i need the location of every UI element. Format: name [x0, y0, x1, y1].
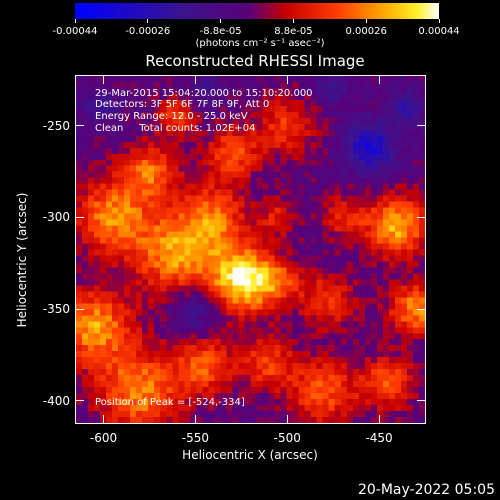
- colorbar-unit: (photons cm⁻² s⁻¹ asec⁻²): [195, 38, 325, 49]
- colorbar-tick-label: 0.00044: [418, 26, 460, 37]
- colorbar-tick-mark: [220, 19, 222, 23]
- y-tick-mark: [76, 400, 84, 402]
- x-tick-mark: [194, 76, 196, 84]
- x-axis-label: Heliocentric X (arcsec): [182, 448, 318, 462]
- x-tick-mark: [378, 415, 380, 423]
- y-tick-mark: [417, 125, 425, 127]
- y-tick-mark: [417, 308, 425, 310]
- x-tick-mark: [378, 76, 380, 84]
- colorbar-tick-mark: [438, 19, 440, 23]
- x-tick-mark: [103, 415, 105, 423]
- y-tick-label: -350: [42, 302, 70, 317]
- colorbar-tick-label: -0.00044: [52, 26, 98, 37]
- colorbar-tick-label: 8.8e-05: [274, 26, 313, 37]
- colorbar-tick-label: 0.00026: [345, 26, 387, 37]
- colorbar-tick-mark: [74, 19, 76, 23]
- y-tick-label: -400: [42, 393, 70, 408]
- y-tick-mark: [417, 216, 425, 218]
- x-tick-mark: [103, 76, 105, 84]
- y-tick-mark: [76, 308, 84, 310]
- y-tick-mark: [417, 400, 425, 402]
- x-tick-mark: [194, 415, 196, 423]
- x-tick-label: -600: [89, 431, 118, 445]
- x-tick-label: -450: [365, 431, 393, 445]
- chart-title: Reconstructed RHESSI Image: [145, 52, 365, 70]
- colorbar-tick-label: -8.8e-05: [199, 26, 242, 37]
- colorbar-tick-mark: [292, 19, 294, 23]
- x-tick-mark: [286, 76, 288, 84]
- peak-position-label: Position of Peak = [-524,-334]: [95, 397, 245, 408]
- y-tick-mark: [76, 125, 84, 127]
- x-tick-label: -500: [273, 431, 301, 445]
- colorbar-tick-mark: [365, 19, 367, 23]
- y-tick-label: -250: [42, 118, 70, 133]
- colorbar-tick-label: -0.00026: [125, 26, 171, 37]
- heatmap-image: [76, 76, 425, 423]
- y-tick-label: -300: [42, 210, 70, 225]
- x-tick-mark: [286, 415, 288, 423]
- y-axis-label: Heliocentric Y (arcsec): [15, 192, 29, 328]
- colorbar: [75, 3, 439, 19]
- colorbar-tick-mark: [147, 19, 149, 23]
- plot-frame: [75, 75, 426, 424]
- time-range-label: 29-Mar-2015 15:04:20.000 to 15:10:20.000: [95, 88, 313, 99]
- x-tick-label: -550: [181, 431, 210, 445]
- method-label: Clean Total counts: 1.02E+04: [95, 123, 256, 134]
- detectors-label: Detectors: 3F 5F 6F 7F 8F 9F, Att 0: [95, 99, 270, 110]
- energy-range-label: Energy Range: 12.0 - 25.0 keV: [95, 111, 248, 122]
- timestamp-footer: 20-May-2022 05:05: [357, 482, 495, 498]
- y-tick-mark: [76, 216, 84, 218]
